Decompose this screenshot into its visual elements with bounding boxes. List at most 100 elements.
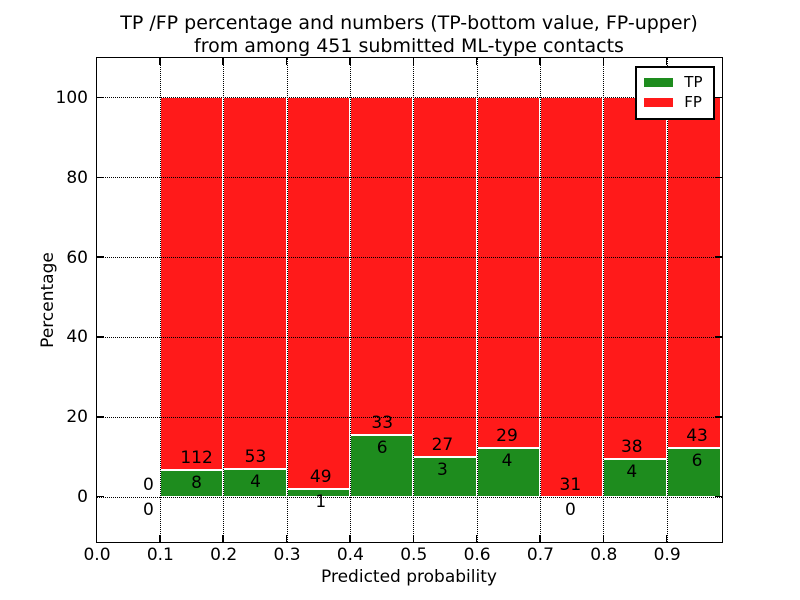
x-tick-label: 0.7 xyxy=(526,545,554,565)
x-tick-label: 0.3 xyxy=(273,545,301,565)
fp-count-label: 31 xyxy=(559,474,582,495)
bar-segment-tp xyxy=(666,447,721,497)
tp-swatch xyxy=(644,78,674,87)
fp-count-label: 0 xyxy=(143,474,154,495)
y-tick-mark xyxy=(96,495,104,498)
x-tick-label: 0.9 xyxy=(653,545,681,565)
bar-segment-fp xyxy=(159,97,224,470)
legend-entry-fp: FP xyxy=(644,93,702,113)
x-tick-mark-top xyxy=(159,57,161,65)
bar-segment-tp xyxy=(413,456,477,497)
y-tick-mark-right xyxy=(714,416,722,418)
x-tick-mark-top xyxy=(349,57,351,65)
x-tick-mark xyxy=(285,534,288,542)
bar-segment-tp xyxy=(349,435,414,497)
x-tick-label: 0.2 xyxy=(210,545,238,565)
tp-count-label: 0 xyxy=(143,499,154,520)
bar-segment-fp xyxy=(666,97,721,448)
legend: TP FP xyxy=(635,65,715,120)
gridline-vertical xyxy=(666,57,668,542)
chart-title-line2: from among 451 submitted ML-type contact… xyxy=(194,35,624,57)
x-tick-mark-top xyxy=(602,57,605,65)
x-tick-mark xyxy=(95,534,98,542)
tp-count-label: 8 xyxy=(191,472,202,493)
bar-segment-fp xyxy=(476,97,540,449)
y-tick-mark-right xyxy=(714,336,722,338)
y-tick-label: 60 xyxy=(66,247,88,268)
tp-count-label: 0 xyxy=(564,499,576,520)
y-tick-label: 40 xyxy=(66,327,88,348)
chart-title-line1: TP /FP percentage and numbers (TP-bottom… xyxy=(120,12,698,34)
gridline-vertical xyxy=(286,57,288,542)
gridline-horizontal xyxy=(96,416,722,418)
x-tick-mark-top xyxy=(222,57,224,65)
gridline-horizontal xyxy=(96,496,722,498)
x-tick-mark-top xyxy=(665,57,668,65)
bar-segment-tp xyxy=(223,468,287,497)
x-tick-mark-top xyxy=(412,57,414,65)
x-tick-mark xyxy=(602,534,605,542)
y-tick-mark xyxy=(96,416,104,418)
x-tick-mark xyxy=(539,534,541,542)
y-tick-label: 100 xyxy=(55,87,88,108)
x-tick-label: 0.6 xyxy=(463,545,491,565)
gridline-vertical xyxy=(159,57,161,542)
x-tick-mark-top xyxy=(475,57,478,65)
bar-segment-tp xyxy=(159,469,224,497)
tp-count-label: 4 xyxy=(250,471,261,492)
fp-count-label: 27 xyxy=(431,434,454,455)
fp-swatch xyxy=(644,98,674,107)
bar-segment-fp xyxy=(539,97,604,497)
legend-label-tp: TP xyxy=(684,73,703,91)
gridline-vertical xyxy=(413,57,415,542)
x-tick-mark xyxy=(159,534,161,542)
x-axis-label: Predicted probability xyxy=(321,567,497,587)
x-tick-label: 0.8 xyxy=(590,545,618,565)
y-tick-label: 0 xyxy=(77,487,88,508)
bar-segment-tp xyxy=(603,458,667,497)
x-tick-mark-top xyxy=(539,57,541,65)
bar-segment-fp xyxy=(603,97,667,459)
fp-count-label: 112 xyxy=(180,447,213,468)
y-tick-mark-right xyxy=(714,96,722,99)
x-tick-label: 0.0 xyxy=(83,545,111,565)
tp-count-label: 4 xyxy=(626,461,638,482)
bar-segment-fp xyxy=(413,97,477,457)
bar-segment-fp xyxy=(349,97,414,436)
x-tick-mark-top xyxy=(95,57,98,65)
gridline-vertical xyxy=(349,57,351,542)
y-tick-mark-right xyxy=(714,495,722,498)
fp-count-label: 38 xyxy=(620,436,643,457)
gridline-horizontal xyxy=(96,177,722,179)
bar-segment-fp xyxy=(286,97,350,489)
fp-count-label: 43 xyxy=(686,425,708,446)
y-tick-mark-right xyxy=(714,256,722,258)
gridline-horizontal xyxy=(96,257,722,259)
plot-area: TP FP 0 0 112 8 53 4 49 1 33 6 27 3 29 4 31 0 38 4 43 6 xyxy=(95,56,723,543)
x-tick-label: 0.4 xyxy=(336,545,364,565)
tp-count-label: 6 xyxy=(691,450,703,471)
x-tick-label: 0.1 xyxy=(146,545,174,565)
x-tick-mark-top xyxy=(285,57,288,65)
legend-entry-tp: TP xyxy=(644,73,703,93)
y-tick-mark xyxy=(96,256,104,258)
fp-count-label: 49 xyxy=(309,466,332,487)
y-tick-mark xyxy=(96,96,104,99)
tp-count-label: 4 xyxy=(501,451,513,472)
x-tick-mark xyxy=(222,534,224,542)
y-tick-mark-right xyxy=(714,176,722,178)
gridline-vertical xyxy=(223,57,225,542)
gridline-horizontal xyxy=(96,336,722,338)
tp-count-label: 6 xyxy=(376,438,388,459)
gridline-vertical xyxy=(539,57,541,542)
y-tick-mark xyxy=(96,176,104,178)
tp-count-label: 3 xyxy=(436,459,448,480)
fp-count-label: 29 xyxy=(496,426,518,447)
bar-segment-fp xyxy=(223,97,287,469)
x-tick-mark xyxy=(412,534,414,542)
fp-count-label: 33 xyxy=(371,413,394,434)
gridline-vertical xyxy=(603,57,605,542)
y-tick-label: 20 xyxy=(66,407,88,428)
y-tick-label: 80 xyxy=(66,167,88,188)
